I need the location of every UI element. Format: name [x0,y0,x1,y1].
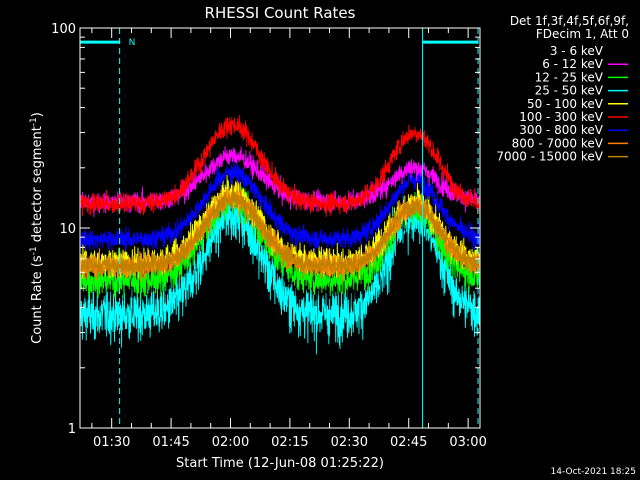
y-axis-ticks: 1 10 100 [51,22,480,437]
series-group [79,115,481,355]
legend-label: 6 - 12 keV [542,57,604,71]
legend-label: 7000 - 15000 keV [496,150,603,164]
chart-title: RHESSI Count Rates [205,4,356,22]
footer-timestamp: 14-Oct-2021 18:25 [551,467,636,477]
legend-label: 12 - 25 keV [535,70,604,84]
y-tick-label: 10 [59,222,76,237]
x-tick-label: 02:45 [390,435,427,450]
x-tick-label: 01:30 [93,435,130,450]
x-tick-label: 02:15 [271,435,308,450]
y-axis-label-exp1: -1 [29,246,39,255]
y-axis-label-part2: detector segment [30,126,45,246]
y-axis-label-exp2: -1 [29,117,39,126]
x-tick-label: 02:00 [212,435,249,450]
legend-label: 800 - 7000 keV [512,136,604,150]
x-axis-label: Start Time (12-Jun-08 01:25:22) [176,456,384,471]
y-axis-label-part3: ) [30,112,45,117]
series-line-300-800-kev [79,160,481,253]
series-line-7000-15000-kev [79,185,481,278]
y-axis-label: Count Rate (s-1 detector segment-1) [29,112,45,344]
night-label: N [129,38,136,48]
series-line-100-300-kev [79,115,481,218]
x-tick-label: 02:30 [331,435,368,450]
legend-label: 50 - 100 keV [527,97,604,111]
legend-title-line2: FDecim 1, Att 0 [536,27,629,41]
legend-label: 100 - 300 keV [519,110,603,124]
legend-label: 3 - 6 keV [550,44,604,58]
y-axis-label-part1: Count Rate (s [30,255,45,344]
legend-title-line1: Det 1f,3f,4f,5f,6f,9f, [510,14,629,28]
x-tick-label: 01:45 [152,435,189,450]
y-tick-label: 100 [51,22,76,37]
legend-label: 25 - 50 keV [535,84,604,98]
legend-label: 300 - 800 keV [519,123,603,137]
y-tick-label: 1 [68,422,76,437]
x-tick-label: 03:00 [449,435,486,450]
x-axis-ticks: 01:30 01:45 02:00 02:15 02:30 02:45 03:00 [91,28,487,450]
legend: Det 1f,3f,4f,5f,6f,9f, FDecim 1, Att 0 3… [496,14,629,164]
